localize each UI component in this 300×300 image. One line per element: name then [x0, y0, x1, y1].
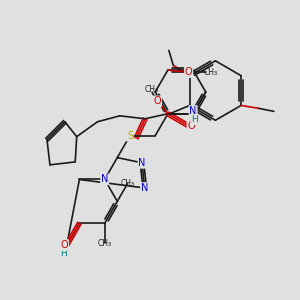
Text: H: H — [60, 249, 67, 258]
Text: N: N — [138, 158, 146, 168]
Text: N: N — [101, 175, 108, 184]
Text: N: N — [189, 106, 197, 116]
Text: N: N — [141, 183, 148, 193]
Text: CH₃: CH₃ — [120, 179, 134, 188]
Text: O: O — [185, 67, 193, 77]
Text: O: O — [61, 240, 68, 250]
Text: O: O — [188, 122, 195, 131]
Text: CH₃: CH₃ — [145, 85, 159, 94]
Text: N: N — [60, 240, 68, 250]
Text: CH₃: CH₃ — [98, 239, 112, 248]
Text: O: O — [154, 96, 161, 106]
Text: S: S — [127, 131, 133, 141]
Text: CH₃: CH₃ — [204, 68, 218, 77]
Text: H: H — [191, 115, 198, 124]
